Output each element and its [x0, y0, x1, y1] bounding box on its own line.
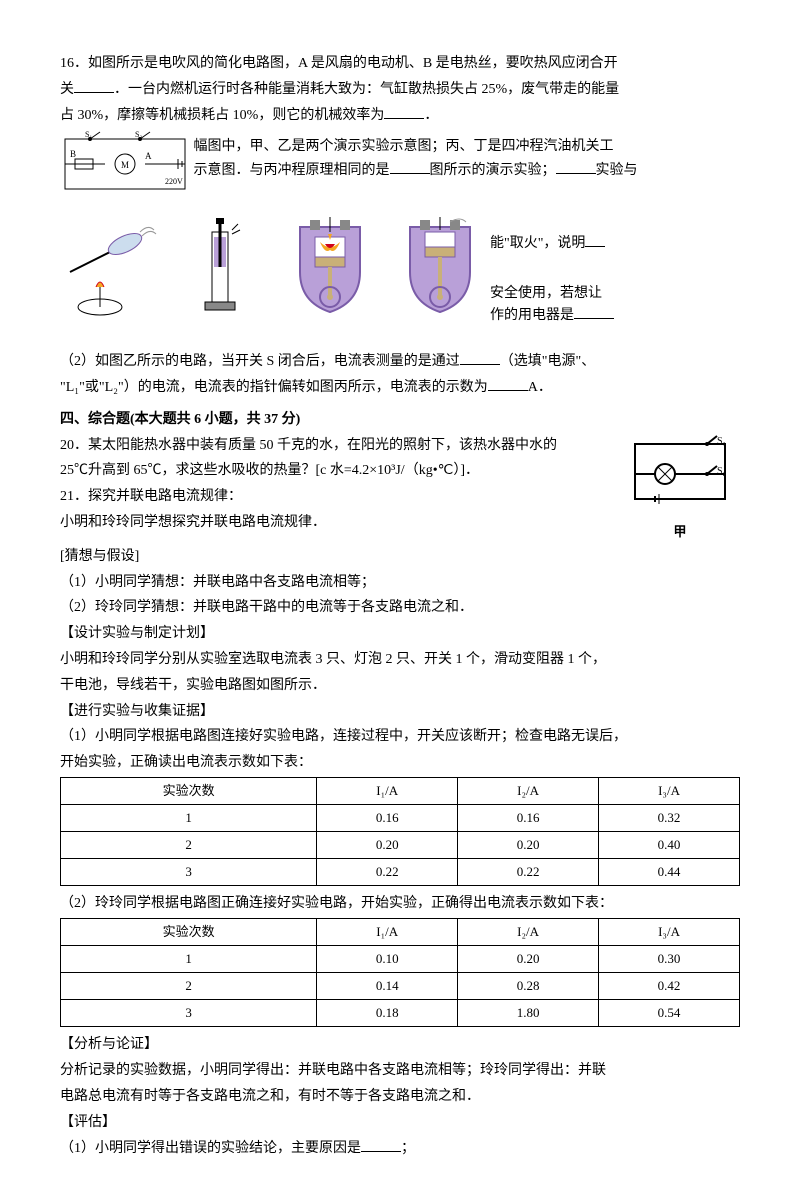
- th: I₂/A: [458, 919, 599, 946]
- circuit-diagram: M A B S₁ S₂ 220V: [60, 129, 190, 208]
- blank: [74, 78, 114, 93]
- blank: [384, 104, 424, 119]
- eval1: （1）小明同学得出错误的实验结论，主要原因是；: [60, 1137, 740, 1161]
- blank: [574, 304, 614, 319]
- th: I₃/A: [599, 777, 740, 804]
- fig-yi: [190, 212, 250, 331]
- caption-jia: 甲: [620, 521, 740, 543]
- th: I₁/A: [317, 919, 458, 946]
- th: I₃/A: [599, 919, 740, 946]
- fig-jia-circuit: S₁ S₂ 甲: [620, 434, 740, 543]
- hypo2: （2）玲玲同学猜想：并联电路干路中的电流等于各支路电流之和．: [60, 596, 740, 620]
- blank: [556, 159, 596, 174]
- svg-text:S₁: S₁: [85, 130, 92, 139]
- frag2: 安全使用，若想让: [490, 282, 740, 306]
- figure-row: 能"取火"，说明 安全使用，若想让 作的用电器是: [60, 212, 740, 352]
- th: 实验次数: [61, 777, 317, 804]
- table-row: 30.220.220.44: [61, 859, 740, 886]
- figrow-text: 幅图中，甲、乙是两个演示实验示意图；丙、丁是四冲程汽油机关工 示意图．与丙冲程原…: [194, 129, 714, 183]
- table2: 实验次数 I₁/A I₂/A I₃/A 10.100.200.30 20.140…: [60, 918, 740, 1027]
- svg-text:S₂: S₂: [717, 466, 726, 477]
- blank: [460, 350, 500, 365]
- svg-text:M: M: [121, 160, 129, 170]
- circuit-svg: M A B S₁ S₂ 220V: [60, 129, 190, 199]
- section4-title: 四、综合题(本大题共 6 小题，共 37 分): [60, 408, 740, 432]
- table-row: 30.181.800.54: [61, 1000, 740, 1027]
- analysis2: 电路总电流有时等于各支路电流之和，有时不等于各支路电流之和．: [60, 1085, 740, 1109]
- blank: [488, 376, 528, 391]
- th: I₁/A: [317, 777, 458, 804]
- th: I₂/A: [458, 777, 599, 804]
- table-row: 10.100.200.30: [61, 946, 740, 973]
- analysis1: 分析记录的实验数据，小明同学得出：并联电路中各支路电流相等；玲玲同学得出：并联: [60, 1059, 740, 1083]
- fig-ding: [390, 212, 490, 331]
- design1: 小明和玲玲同学分别从实验室选取电流表 3 只、灯泡 2 只、开关 1 个，滑动变…: [60, 648, 740, 672]
- fig-jia: [60, 212, 160, 331]
- frag1: 能"取火"，说明: [490, 232, 740, 256]
- fig-bing: [280, 212, 380, 331]
- eval-label: 【评估】: [60, 1111, 740, 1135]
- design-label: 【设计实验与制定计划】: [60, 622, 740, 646]
- svg-text:S₂: S₂: [135, 130, 142, 139]
- svg-text:S₁: S₁: [717, 436, 726, 447]
- svg-text:220V: 220V: [165, 177, 183, 186]
- th: 实验次数: [61, 919, 317, 946]
- hypo-label: [猜想与假设]: [60, 545, 740, 569]
- q19-text-2: "L₁"或"L₂"）的电流，电流表的指针偏转如图丙所示，电流表的示数为A．: [60, 376, 740, 400]
- collect2: 开始实验，正确读出电流表示数如下表：: [60, 751, 740, 775]
- table-row: 20.140.280.42: [61, 973, 740, 1000]
- table-row: 10.160.160.32: [61, 805, 740, 832]
- svg-text:A: A: [145, 151, 152, 161]
- table-header-row: 实验次数 I₁/A I₂/A I₃/A: [61, 777, 740, 804]
- collect1: （1）小明同学根据电路图连接好实验电路，连接过程中，开关应该断开；检查电路无误后…: [60, 725, 740, 749]
- q16-l1: 16．如图所示是电吹风的简化电路图，A 是风扇的电动机、B 是电热丝，要吹热风应…: [60, 56, 618, 71]
- blank: [585, 232, 605, 247]
- svg-text:B: B: [70, 149, 76, 159]
- hypo1: （1）小明同学猜想：并联电路中各支路电流相等；: [60, 571, 740, 595]
- q19-text: （2）如图乙所示的电路，当开关 S 闭合后，电流表测量的是通过（选填"电源"、: [60, 350, 740, 374]
- design2: 干电池，导线若干，实验电路图如图所示．: [60, 674, 740, 698]
- collect3: （2）玲玲同学根据电路图正确连接好实验电路，开始实验，正确得出电流表示数如下表：: [60, 892, 740, 916]
- table1: 实验次数 I₁/A I₂/A I₃/A 10.160.160.32 20.200…: [60, 777, 740, 886]
- blank: [361, 1137, 401, 1152]
- table-header-row: 实验次数 I₁/A I₂/A I₃/A: [61, 919, 740, 946]
- q16-text-2: 关．一台内燃机运行时各种能量消耗大致为：气缸散热损失占 25%，废气带走的能量: [60, 78, 740, 102]
- q16-text-3: 占 30%，摩擦等机械损耗占 10%，则它的机械效率为．: [60, 104, 740, 128]
- collect-label: 【进行实验与收集证据】: [60, 700, 740, 724]
- frag3: 作的用电器是: [490, 304, 740, 328]
- table-row: 20.200.200.40: [61, 832, 740, 859]
- analysis-label: 【分析与论证】: [60, 1033, 740, 1057]
- circuit-row: M A B S₁ S₂ 220V 幅图中，甲、乙是两个演示实验示意图；丙、丁是四…: [60, 129, 740, 208]
- blank: [390, 159, 430, 174]
- q16-text: 16．如图所示是电吹风的简化电路图，A 是风扇的电动机、B 是电热丝，要吹热风应…: [60, 52, 740, 76]
